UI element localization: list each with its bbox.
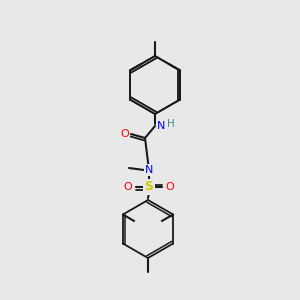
Text: S: S bbox=[145, 181, 154, 194]
Text: N: N bbox=[145, 165, 153, 175]
Text: O: O bbox=[124, 182, 132, 192]
Text: O: O bbox=[121, 129, 129, 139]
Text: N: N bbox=[157, 121, 165, 131]
Text: O: O bbox=[166, 182, 174, 192]
Text: H: H bbox=[167, 119, 175, 129]
